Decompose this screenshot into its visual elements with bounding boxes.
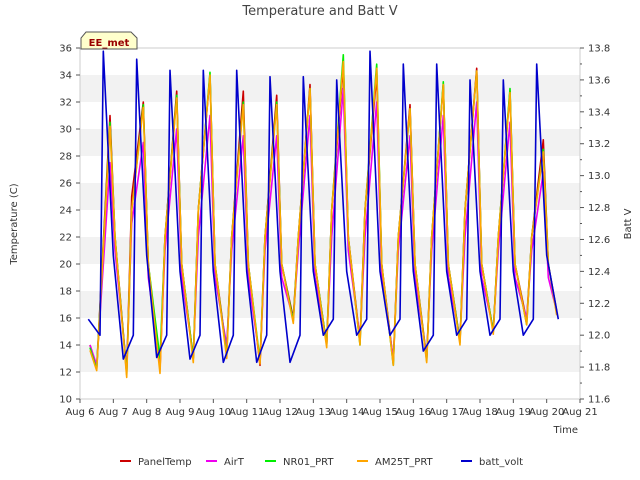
y2-tick-label: 12.4 [588,267,610,278]
x-tick-label: Aug 14 [329,407,364,418]
series-line-batt_volt [87,50,560,364]
y-tick-label: 26 [59,179,72,190]
grid-band [80,183,580,210]
y2-tick-label: 13.6 [588,75,610,86]
x-tick-label: Aug 18 [462,407,497,418]
y2-tick-label: 12.8 [588,203,610,214]
y-tick-label: 24 [59,206,72,217]
y-tick-label: 18 [59,287,72,298]
y-tick-label: 14 [59,341,72,352]
y-tick-label: 28 [59,152,72,163]
site-label: EE_met [89,38,130,49]
y2-tick-label: 13.4 [588,107,610,118]
grid-band [80,48,580,75]
y2-tick-label: 13.0 [588,171,610,182]
y-tick-label: 10 [59,395,72,406]
x-tick-label: Aug 20 [529,407,564,418]
legend-label: PanelTemp [138,457,192,468]
site-label-box: EE_met [80,31,138,50]
y-axis-left: 10 12 14 16 18 20 22 24 26 28 30 32 34 36 [59,44,80,406]
x-tick-label: Aug 11 [229,407,264,418]
x-tick-label: Aug 6 [65,407,94,418]
grid-band [80,345,580,372]
x-axis-label: Time [553,425,578,436]
chart-title: Temperature and Batt V [241,4,397,19]
x-tick-label: Aug 15 [362,407,397,418]
x-tick-label: Aug 7 [99,407,128,418]
series-layer [87,50,560,379]
y2-tick-label: 12.2 [588,299,610,310]
y-tick-label: 22 [59,233,72,244]
grid-band [80,210,580,237]
legend-label: AM25T_PRT [375,457,434,468]
legend-label: NR01_PRT [283,457,334,468]
legend-label: batt_volt [479,457,523,468]
y-tick-label: 16 [59,314,72,325]
y-tick-label: 34 [59,71,72,82]
y-tick-label: 20 [59,260,72,271]
y-axis-label: Temperature (C) [9,183,20,265]
x-tick-label: Aug 13 [296,407,331,418]
grid-band [80,156,580,183]
legend-label: AirT [224,457,245,468]
y-tick-label: 36 [59,44,72,55]
x-tick-label: Aug 10 [196,407,231,418]
y2-tick-label: 13.8 [588,44,610,55]
x-tick-label: Aug 17 [429,407,464,418]
grid-band [80,102,580,129]
y-tick-label: 30 [59,125,72,136]
grid-band [80,318,580,345]
x-tick-label: Aug 16 [396,407,431,418]
x-tick-label: Aug 12 [262,407,297,418]
y-tick-label: 12 [59,368,72,379]
y2-tick-label: 12.6 [588,235,610,246]
x-tick-label: Aug 9 [165,407,194,418]
y2-tick-label: 11.6 [588,395,610,406]
y2-axis-label: Batt V [623,208,634,239]
y2-tick-label: 11.8 [588,363,610,374]
x-tick-label: Aug 21 [562,407,597,418]
grid-band [80,75,580,102]
legend: PanelTemp AirT NR01_PRT AM25T_PRT batt_volt [120,457,523,468]
x-tick-label: Aug 19 [496,407,531,418]
y-tick-label: 32 [59,98,72,109]
grid-band [80,129,580,156]
x-tick-label: Aug 8 [132,407,161,418]
y-axis-right: 11.6 11.8 12.0 12.2 12.4 12.6 12.8 13.0 13.2 13.4… [580,44,610,406]
grid-band [80,372,580,399]
y2-tick-label: 13.2 [588,139,610,150]
y2-tick-label: 12.0 [588,331,610,342]
